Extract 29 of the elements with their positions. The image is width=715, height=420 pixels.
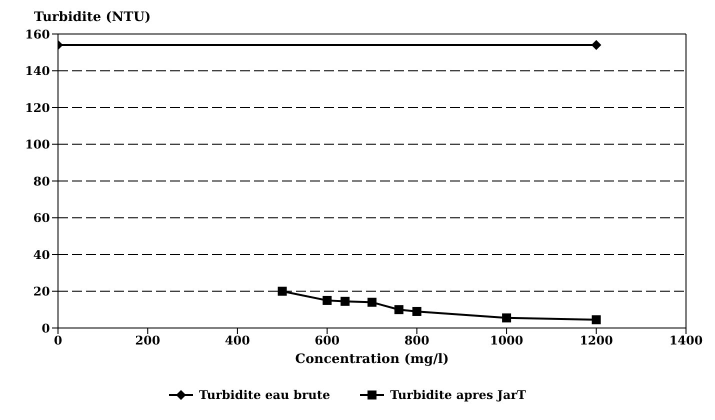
x-axis-title: Concentration (mg/l) [295, 352, 449, 368]
y-tick-label: 100 [24, 138, 50, 152]
point [278, 286, 287, 296]
x-tick-label: 800 [404, 334, 430, 348]
legend-label: Turbidite eau brute [199, 388, 330, 402]
point [368, 298, 376, 307]
point [322, 296, 332, 305]
x-tick-label: 600 [314, 334, 340, 348]
y-tick-label: 20 [33, 284, 50, 299]
x-tick-label: 0 [54, 334, 62, 348]
y-tick-label: 40 [33, 248, 50, 262]
y-tick-label: 160 [24, 27, 50, 42]
point [502, 313, 512, 322]
x-tick-label: 1000 [490, 334, 524, 348]
x-tick-label: 1400 [669, 334, 703, 348]
x-tick-label: 400 [224, 334, 250, 348]
x-tick-label: 1200 [580, 334, 613, 348]
point [394, 305, 404, 314]
y-tick-label: 60 [33, 211, 50, 226]
y-tick-label: 80 [33, 174, 50, 188]
point [592, 315, 601, 324]
y-tick-label: 140 [24, 64, 50, 78]
y-tick-label: 0 [42, 321, 50, 336]
legend-label: Turbidite apres JarT [390, 388, 526, 402]
y-tick-label: 120 [24, 100, 50, 115]
x-tick-label: 200 [135, 334, 160, 348]
point [412, 306, 422, 316]
y-axis-title: Turbidite (NTU) [34, 10, 151, 25]
point [340, 296, 350, 306]
